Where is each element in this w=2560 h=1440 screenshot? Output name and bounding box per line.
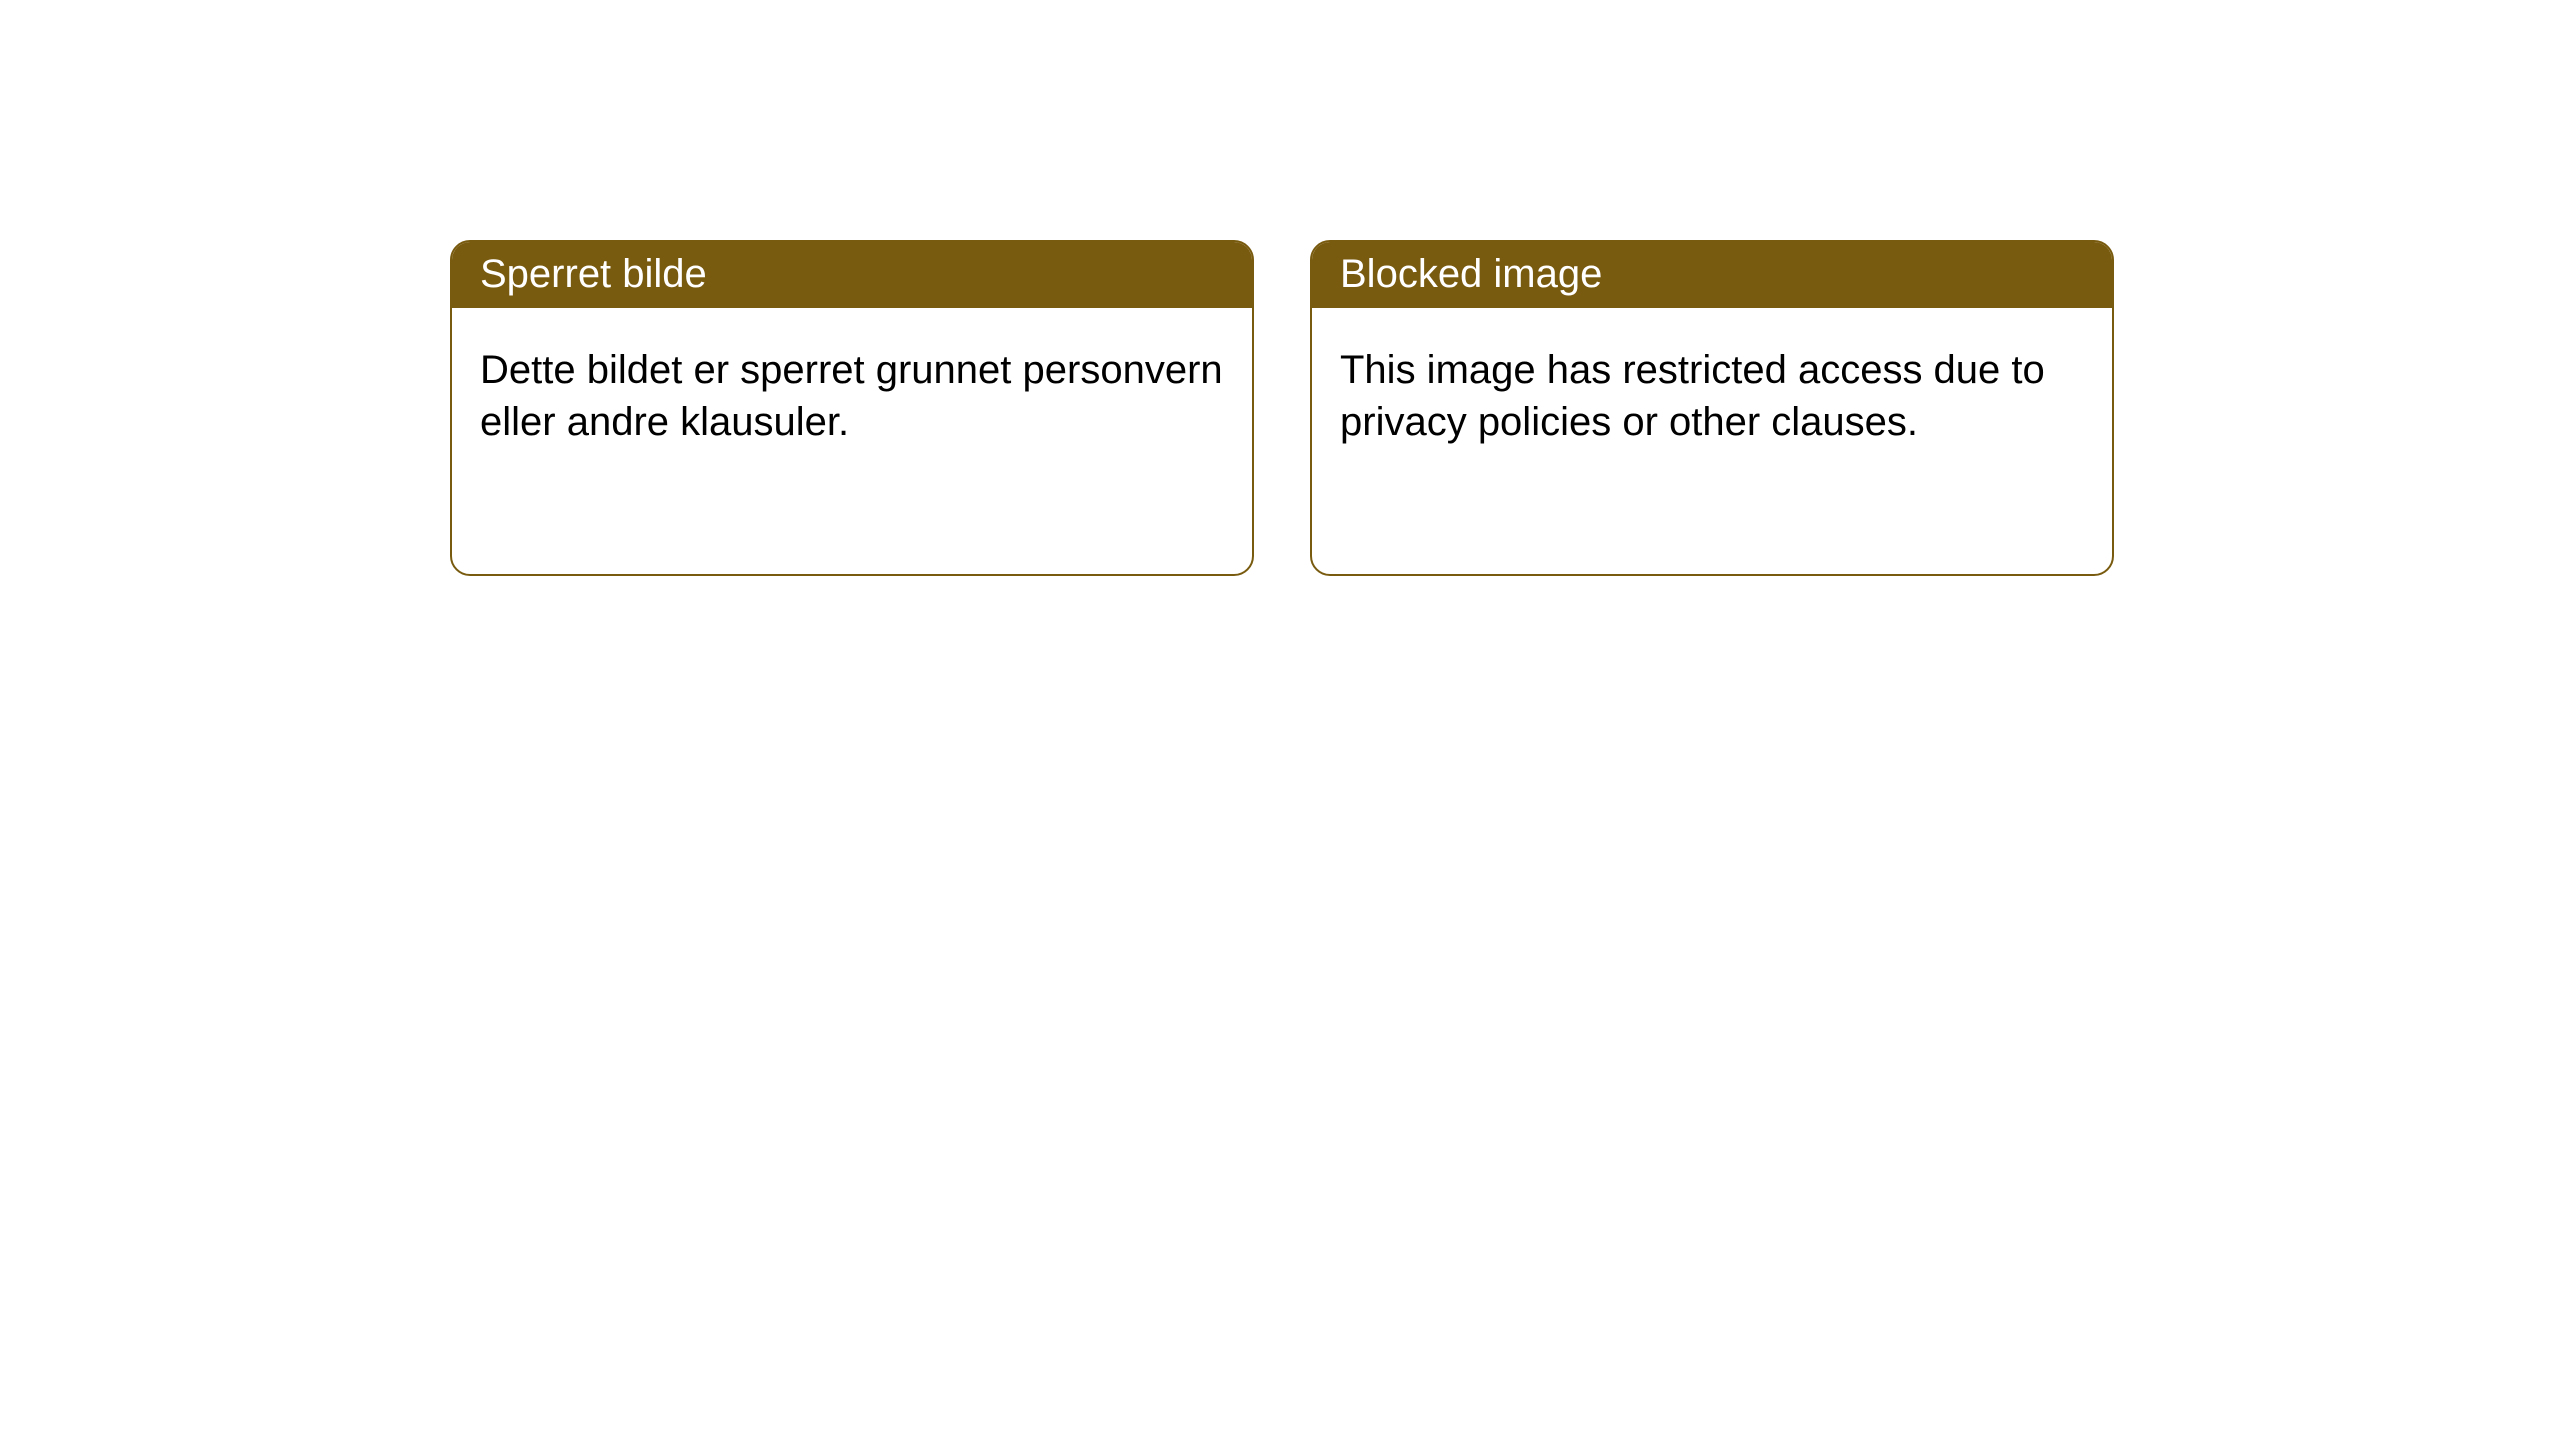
notice-body: Dette bildet er sperret grunnet personve… — [452, 308, 1252, 476]
notice-title: Sperret bilde — [480, 252, 707, 296]
notice-card-english: Blocked image This image has restricted … — [1310, 240, 2114, 576]
notice-header: Blocked image — [1312, 242, 2112, 308]
notice-card-norwegian: Sperret bilde Dette bildet er sperret gr… — [450, 240, 1254, 576]
notice-text: Dette bildet er sperret grunnet personve… — [480, 348, 1223, 444]
notices-container: Sperret bilde Dette bildet er sperret gr… — [450, 240, 2114, 576]
notice-header: Sperret bilde — [452, 242, 1252, 308]
notice-text: This image has restricted access due to … — [1340, 348, 2045, 444]
notice-title: Blocked image — [1340, 252, 1602, 296]
notice-body: This image has restricted access due to … — [1312, 308, 2112, 476]
